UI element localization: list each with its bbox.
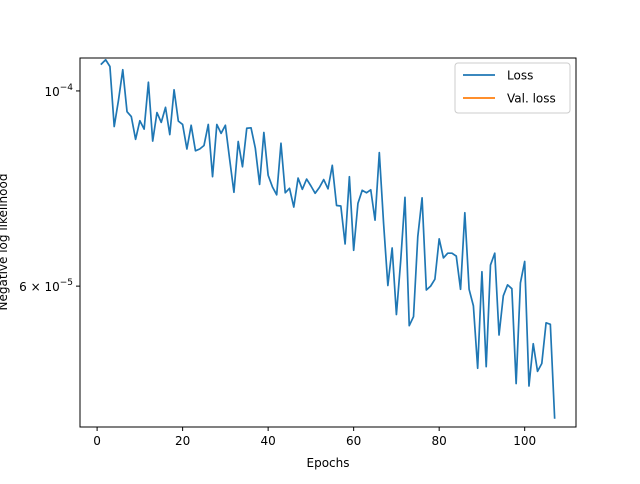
x-axis: 0 20 40 60 80 100 xyxy=(93,427,536,448)
y-tick-label: 10−4 xyxy=(44,83,73,99)
legend: Loss Val. loss xyxy=(454,62,571,114)
y-axis-label: Negative log likelihood xyxy=(0,174,10,311)
series-line-loss xyxy=(100,58,556,419)
x-tick-label: 100 xyxy=(513,434,536,448)
plot-frame xyxy=(79,57,577,428)
legend-label-loss: Loss xyxy=(507,69,533,83)
legend-label-val-loss: Val. loss xyxy=(507,92,556,106)
plot-lines xyxy=(100,58,556,419)
y-tick-label: 6 × 10−5 xyxy=(19,278,73,294)
x-tick-label: 0 xyxy=(93,434,101,448)
x-tick-label: 60 xyxy=(346,434,361,448)
x-axis-label: Epochs xyxy=(307,456,350,470)
x-tick-label: 80 xyxy=(432,434,447,448)
y-axis: 10−4 6 × 10−5 xyxy=(19,83,80,294)
x-tick-label: 20 xyxy=(175,434,190,448)
x-tick-label: 40 xyxy=(260,434,275,448)
